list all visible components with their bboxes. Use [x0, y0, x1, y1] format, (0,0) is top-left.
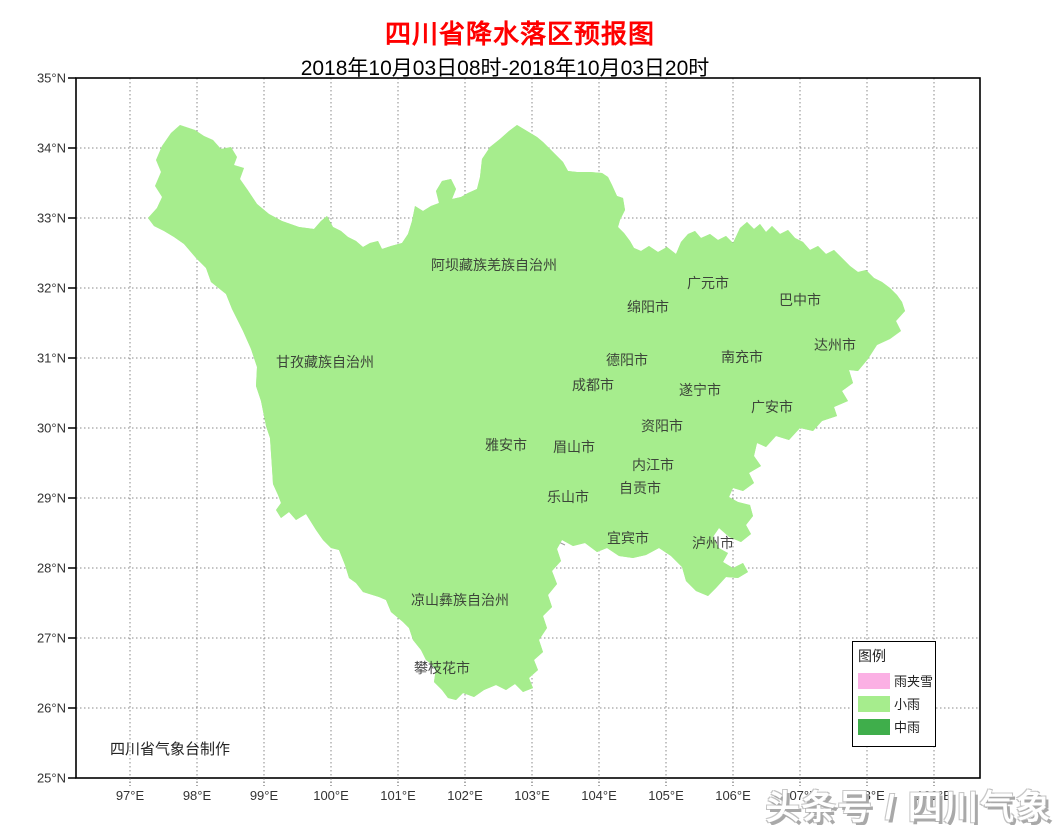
legend-item-light-rain: 小雨: [858, 694, 935, 713]
region-label: 乐山市: [547, 489, 589, 505]
legend-label: 中雨: [894, 720, 921, 735]
region-label: 宜宾市: [607, 530, 649, 546]
x-axis-tick-label: 109°E: [916, 788, 952, 803]
x-axis-tick-label: 98°E: [182, 788, 212, 803]
legend-label: 雨夹雪: [894, 674, 934, 689]
region-label: 德阳市: [606, 352, 648, 368]
legend-item-sleet: 雨夹雪: [858, 671, 935, 690]
region-label: 广元市: [687, 275, 729, 291]
y-axis-tick-label: 33°N: [36, 210, 66, 226]
region-label: 绵阳市: [627, 299, 669, 315]
region-label: 资阳市: [641, 418, 683, 434]
x-axis-tick-label: 101°E: [380, 788, 416, 803]
x-axis-tick-label: 97°E: [115, 788, 145, 803]
x-axis-tick-label: 105°E: [648, 788, 684, 803]
region-label: 自贡市: [619, 480, 661, 496]
legend-item-moderate-rain: 中雨: [858, 717, 935, 736]
region-label: 甘孜藏族自治州: [276, 354, 374, 370]
region-label: 广安市: [751, 399, 793, 415]
y-axis-tick-label: 34°N: [36, 140, 66, 156]
region-label: 遂宁市: [679, 382, 721, 398]
y-axis-tick-label: 25°N: [36, 770, 66, 786]
axis-ticks: [68, 77, 935, 786]
y-axis-tick-label: 32°N: [36, 280, 66, 296]
region-label: 成都市: [572, 377, 614, 393]
x-axis-tick-label: 107°E: [782, 788, 818, 803]
page-title: 四川省降水落区预报图: [384, 19, 655, 49]
region-label: 阿坝藏族羌族自治州: [431, 257, 557, 273]
legend-title: 图例: [858, 648, 886, 664]
x-axis-tick-label: 104°E: [581, 788, 617, 803]
region-label: 达州市: [814, 337, 856, 353]
x-axis-tick-label: 103°E: [514, 788, 550, 803]
x-axis-tick-label: 100°E: [313, 788, 349, 803]
region-label: 眉山市: [553, 439, 595, 455]
region-label: 内江市: [632, 457, 674, 473]
light-rain-swatch: [858, 695, 890, 712]
forecast-period: 2018年10月03日08时-2018年10月03日20时: [300, 57, 710, 80]
region-label: 巴中市: [779, 292, 821, 308]
region-label: 攀枝花市: [414, 660, 470, 676]
moderate-rain-swatch: [858, 718, 890, 735]
y-axis-tick-label: 27°N: [36, 630, 66, 646]
credit-text: 四川省气象台制作: [110, 741, 231, 758]
y-axis-tick-label: 31°N: [36, 350, 66, 366]
y-axis-tick-label: 26°N: [36, 700, 66, 716]
region-label: 雅安市: [485, 437, 527, 453]
x-axis-tick-label: 102°E: [447, 788, 483, 803]
region-label: 泸州市: [692, 535, 734, 551]
y-axis-tick-label: 30°N: [36, 420, 66, 436]
legend-label: 小雨: [894, 697, 921, 712]
x-axis-tick-label: 106°E: [715, 788, 751, 803]
y-axis-tick-label: 28°N: [36, 560, 66, 576]
y-axis-tick-label: 29°N: [36, 490, 66, 506]
sleet-swatch: [858, 672, 890, 689]
x-axis-tick-label: 99°E: [249, 788, 279, 803]
region-label: 凉山彝族自治州: [411, 592, 509, 608]
x-axis-tick-label: 108°E: [849, 788, 885, 803]
region-label: 南充市: [721, 349, 763, 365]
y-axis-tick-label: 35°N: [36, 70, 66, 86]
watermark: 头条号 / 四川气象: [765, 789, 1052, 825]
legend: 图例 雨夹雪 小雨 中雨: [852, 641, 936, 747]
